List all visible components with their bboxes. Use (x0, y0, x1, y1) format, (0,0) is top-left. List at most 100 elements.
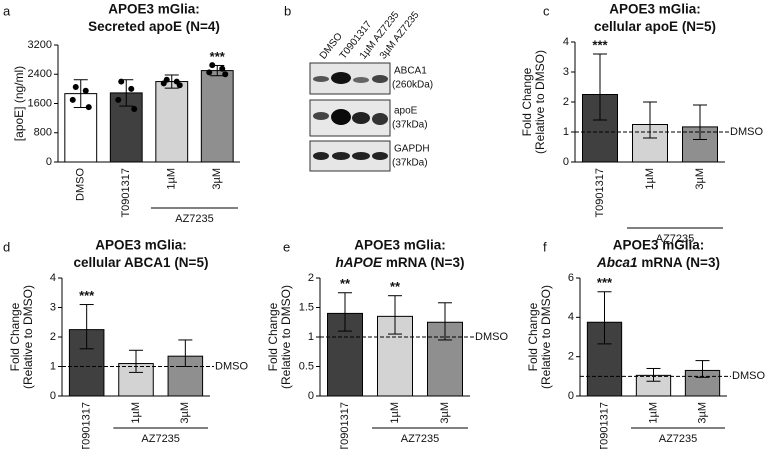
data-point (160, 80, 167, 87)
subtitle-part: mRNA (N=3) (638, 255, 720, 270)
subtitle-part: hAPOE (336, 255, 384, 270)
x-tick-label: 3µM (694, 168, 706, 190)
data-point (219, 65, 226, 72)
size-label: (37kDa) (392, 158, 428, 169)
data-point (72, 84, 79, 91)
y-tick-label: 2 (308, 272, 314, 284)
x-tick-label: 1µM (130, 402, 142, 424)
x-tick-label: T0901317 (594, 168, 606, 218)
reference-label: DMSO (730, 126, 763, 138)
data-point (128, 85, 135, 92)
x-tick-label: T0901317 (339, 402, 351, 449)
band (313, 76, 329, 82)
chart-title: APOE3 mGlia: (354, 238, 446, 253)
band (332, 152, 350, 160)
significance: *** (79, 288, 95, 303)
y-axis-label: (Relative to DMSO) (539, 285, 553, 389)
x-tick-label: 3µM (696, 402, 708, 424)
reference-label: DMSO (215, 360, 248, 372)
band (372, 75, 388, 83)
x-tick-label: 3µM (179, 402, 191, 424)
y-tick-label: 2400 (28, 68, 52, 80)
panel-label: f (543, 239, 547, 254)
y-axis-label: [apoE] (ng/ml) (12, 66, 26, 141)
y-tick-label: 1 (50, 360, 56, 372)
data-point (85, 104, 92, 111)
y-axis-label: Fold Change (8, 302, 22, 371)
y-tick-label: 3200 (28, 39, 52, 51)
y-tick-label: 0 (568, 390, 574, 402)
y-tick-label: 0 (308, 390, 314, 402)
data-point (206, 69, 213, 76)
data-point (209, 62, 216, 69)
y-tick-label: 3 (563, 66, 569, 78)
group-label: AZ7235 (401, 433, 440, 445)
significance: ** (340, 276, 351, 291)
subtitle-part: Secreted apoE (N=4) (88, 19, 220, 34)
protein-label: GAPDH (394, 144, 430, 155)
band (372, 152, 388, 160)
y-axis-label: (Relative to DMSO) (279, 285, 293, 389)
band (331, 109, 351, 125)
subtitle-part: cellular apoE (N=5) (594, 19, 716, 34)
subtitle-part: cellular ABCA1 (N=5) (74, 255, 209, 270)
panel-label: e (283, 239, 290, 254)
y-tick-label: 2 (563, 96, 569, 108)
x-tick-label: T0901317 (81, 402, 93, 449)
x-tick-label: 3µM (211, 168, 223, 190)
significance: *** (210, 49, 226, 64)
data-point (222, 71, 229, 78)
group-label: AZ7235 (656, 233, 695, 245)
band (313, 152, 329, 160)
chart-subtitle: cellular ABCA1 (N=5) (74, 255, 209, 270)
band (372, 113, 388, 125)
x-tick-label: DMSO (75, 168, 87, 201)
chart-title: APOE3 mGlia: (609, 2, 701, 17)
y-tick-label: 4 (568, 311, 574, 323)
y-axis-label: Fold Change (266, 302, 280, 371)
reference-label: DMSO (475, 331, 508, 343)
y-tick-label: 0 (563, 156, 569, 168)
chart-title: APOE3 mGlia: (108, 2, 200, 17)
group-label: AZ7235 (141, 433, 180, 445)
y-axis-label: Fold Change (520, 67, 534, 136)
group-label: AZ7235 (659, 433, 698, 445)
panel-label: a (3, 3, 11, 18)
band (313, 112, 329, 120)
size-label: (260kDa) (392, 80, 433, 91)
x-tick-label: T0901317 (120, 168, 132, 218)
data-point (131, 105, 138, 112)
x-tick-label: T0901317 (598, 402, 610, 449)
size-label: (37kDa) (392, 120, 428, 131)
chart-title: APOE3 mGlia: (613, 238, 705, 253)
panel-label: b (284, 3, 291, 18)
y-tick-label: 2 (568, 351, 574, 363)
significance: *** (597, 275, 613, 290)
y-tick-label: 0.5 (299, 360, 314, 372)
chart-subtitle: hAPOE mRNA (N=3) (336, 255, 465, 270)
y-tick-label: 2 (50, 331, 56, 343)
y-tick-label: 4 (563, 36, 569, 48)
reference-label: DMSO (732, 370, 765, 382)
y-tick-label: 1.5 (299, 301, 314, 313)
y-tick-label: 800 (34, 127, 52, 139)
x-tick-label: 1µM (389, 402, 401, 424)
data-point (118, 78, 125, 85)
data-point (176, 82, 183, 89)
bar (200, 70, 234, 163)
y-axis-label: Fold Change (526, 302, 540, 371)
chart-title: APOE3 mGlia: (95, 238, 187, 253)
y-tick-label: 1 (308, 331, 314, 343)
group-label: AZ7235 (175, 213, 214, 225)
y-axis-label: (Relative to DMSO) (533, 50, 547, 154)
panel-label: d (3, 239, 10, 254)
data-point (82, 87, 89, 94)
significance: ** (390, 279, 401, 294)
significance: *** (592, 37, 608, 52)
x-tick-label: 1µM (647, 402, 659, 424)
y-tick-label: 0 (46, 156, 52, 168)
subtitle-part: mRNA (N=3) (382, 255, 464, 270)
bar (155, 81, 189, 163)
data-point (69, 96, 76, 103)
